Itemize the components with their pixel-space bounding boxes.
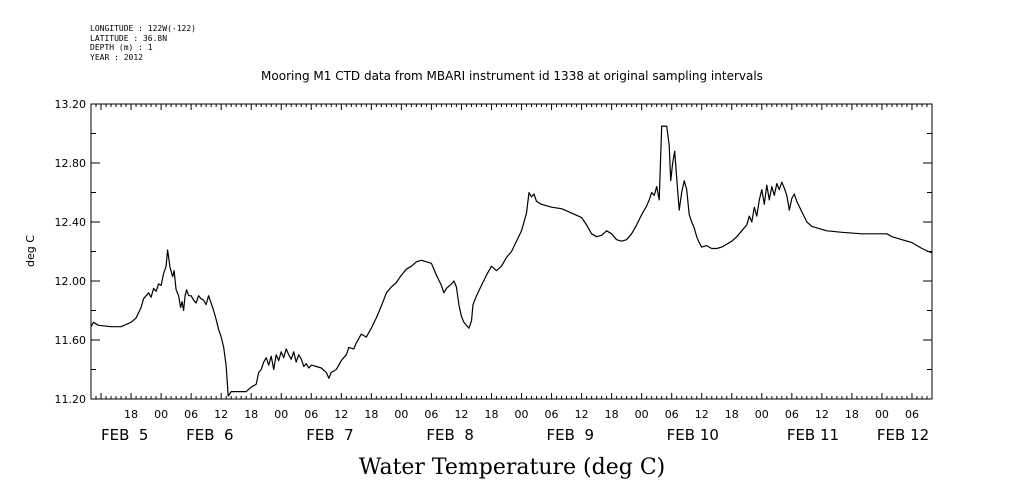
x-tick-label: 00 xyxy=(515,408,529,421)
metadata-block: LONGITUDE : 122W(-122) LATITUDE : 36.8N … xyxy=(90,24,196,62)
date-label: FEB 11 xyxy=(787,426,839,444)
x-tick-label: 18 xyxy=(845,408,859,421)
x-tick-label: 12 xyxy=(575,408,589,421)
series-layer xyxy=(90,125,933,397)
date-label: FEB 8 xyxy=(426,426,473,444)
x-tick-label: 18 xyxy=(725,408,739,421)
date-label: FEB 6 xyxy=(186,426,233,444)
x-tick-label: 00 xyxy=(394,408,408,421)
date-label: FEB 7 xyxy=(306,426,353,444)
x-tick-label: 06 xyxy=(184,408,198,421)
x-tick-label: 00 xyxy=(755,408,769,421)
x-tick-label: 06 xyxy=(665,408,679,421)
y-tick-label: 12.40 xyxy=(55,216,87,229)
x-tick-label: 12 xyxy=(334,408,348,421)
x-tick-label: 06 xyxy=(304,408,318,421)
x-tick-label: 18 xyxy=(484,408,498,421)
x-tick-label: 06 xyxy=(785,408,799,421)
chart-title: Mooring M1 CTD data from MBARI instrumen… xyxy=(261,69,763,83)
x-tick-label: 06 xyxy=(905,408,919,421)
y-tick-label: 12.00 xyxy=(55,275,87,288)
y-tick-label: 11.60 xyxy=(55,334,87,347)
x-axis-label: Water Temperature (deg C) xyxy=(359,455,666,480)
x-tick-label: 18 xyxy=(605,408,619,421)
x-tick-label: 18 xyxy=(364,408,378,421)
longitude-text: LONGITUDE : 122W(-122) xyxy=(90,24,196,33)
y-axis-label: deg C xyxy=(24,235,37,267)
y-tick-label: 11.20 xyxy=(55,393,87,406)
y-axis-ticks: 11.20 11.60 12.00 12.40 12.80 13.20 xyxy=(55,98,932,406)
x-tick-label: 12 xyxy=(695,408,709,421)
date-label: FEB 12 xyxy=(877,426,929,444)
date-label: FEB 9 xyxy=(547,426,594,444)
x-tick-label: 06 xyxy=(545,408,559,421)
depth-text: DEPTH (m) : 1 xyxy=(90,43,153,52)
x-tick-label: 00 xyxy=(635,408,649,421)
x-tick-label: 12 xyxy=(214,408,228,421)
x-tick-label: 12 xyxy=(454,408,468,421)
x-tick-label: 18 xyxy=(244,408,258,421)
water-temperature-line xyxy=(90,125,933,397)
x-tick-label: 00 xyxy=(274,408,288,421)
date-label: FEB 5 xyxy=(101,426,148,444)
x-tick-label: 06 xyxy=(424,408,438,421)
date-label: FEB 10 xyxy=(667,426,719,444)
x-axis-ticks: 18 00 06 12 18 00 06 12 18 00 06 12 18 00 06 12 18 00 06 12… xyxy=(90,104,933,444)
x-tick-label: 00 xyxy=(875,408,889,421)
y-tick-label: 12.80 xyxy=(55,157,87,170)
x-tick-label: 00 xyxy=(154,408,168,421)
x-tick-label: 12 xyxy=(815,408,829,421)
x-tick-label: 18 xyxy=(124,408,138,421)
latitude-text: LATITUDE : 36.8N xyxy=(90,34,167,43)
y-tick-label: 13.20 xyxy=(55,98,87,111)
year-text: YEAR : 2012 xyxy=(90,53,143,62)
